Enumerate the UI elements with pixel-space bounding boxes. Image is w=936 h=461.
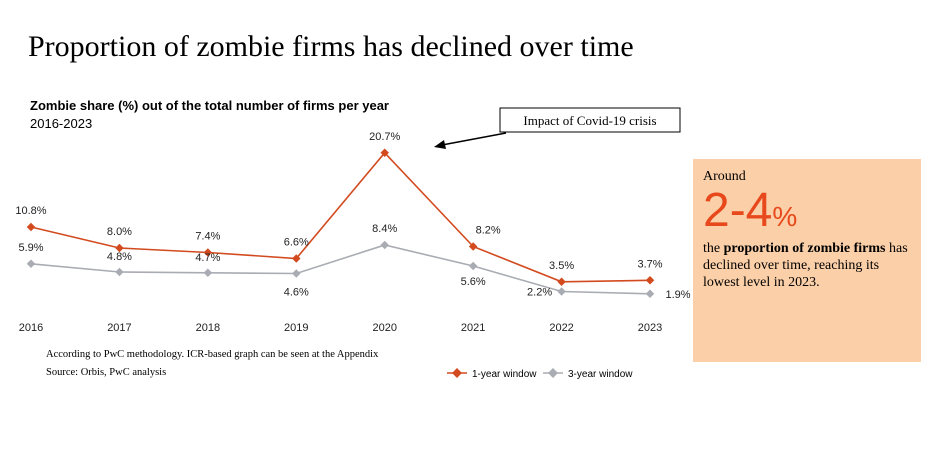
data-label-3yr-2020: 8.4% — [372, 223, 397, 235]
callout-unit: % — [772, 201, 798, 232]
x-tick-label-2017: 2017 — [107, 322, 131, 334]
x-tick-label-2021: 2021 — [461, 322, 485, 334]
legend-marker-1yr — [452, 368, 462, 378]
data-label-1yr-2021: 8.2% — [476, 225, 501, 237]
data-labels-layer: 5.9% 4.8% 4.7% 4.6% 8.4% 5.6% 2.2% 1.9% 10.8% 8.0… — [15, 131, 690, 301]
series-layer — [26, 148, 655, 298]
legend: 1-year window 3-year window — [447, 368, 633, 380]
x-tick-label-2020: 2020 — [372, 322, 396, 334]
x-tick-label-2019: 2019 — [284, 322, 308, 334]
data-label-3yr-2017: 4.8% — [107, 251, 132, 263]
data-point-3yr-2016 — [26, 259, 36, 268]
callout-number: 2-4 — [703, 184, 773, 237]
data-point-3yr-2021 — [468, 261, 478, 271]
x-tick-labels: 2016 2017 2018 2019 2020 2021 2022 2023 — [19, 322, 662, 334]
data-label-1yr-2018: 7.4% — [195, 231, 220, 243]
data-label-3yr-2018: 4.7% — [195, 252, 220, 264]
callout-desc-suffix: has declined over time, reaching its low… — [703, 241, 908, 290]
data-point-3yr-2022 — [557, 287, 566, 296]
annotation-text: Impact of Covid-19 crisis — [523, 113, 656, 128]
data-point-1yr-2017 — [115, 243, 124, 253]
callout-description: the proportion of zombie firms has decli… — [703, 241, 909, 291]
annotation: Impact of Covid-19 crisis — [434, 107, 681, 149]
x-tick-label-2022: 2022 — [549, 322, 573, 334]
legend-label-1yr: 1-year window — [472, 369, 537, 380]
page-title: Proportion of zombie firms has declined … — [28, 30, 634, 63]
source-note: Source: Orbis, PwC analysis — [46, 367, 167, 378]
callout-desc-bold: proportion of zombie firms — [723, 241, 886, 256]
data-point-1yr-2023 — [645, 276, 655, 285]
data-point-1yr-2022 — [557, 277, 566, 286]
legend-label-3yr: 3-year window — [568, 369, 633, 380]
data-label-3yr-2016: 5.9% — [18, 242, 43, 254]
data-label-1yr-2019: 6.6% — [284, 237, 309, 249]
legend-marker-3yr — [548, 368, 558, 378]
series-line-1yr — [30, 151, 651, 283]
annotation-box — [499, 107, 681, 133]
data-label-1yr-2023: 3.7% — [637, 258, 662, 270]
annotation-arrow — [441, 132, 507, 146]
methodology-note: According to PwC methodology. ICR-based … — [46, 349, 379, 360]
data-point-3yr-2017 — [115, 267, 124, 277]
data-point-1yr-2018 — [203, 248, 213, 257]
data-label-1yr-2022: 3.5% — [549, 260, 574, 272]
data-label-1yr-2020: 20.7% — [369, 131, 400, 143]
data-label-3yr-2021: 5.6% — [461, 276, 486, 288]
data-label-3yr-2023: 1.9% — [665, 289, 690, 301]
data-label-3yr-2019: 4.6% — [284, 287, 309, 299]
data-point-3yr-2023 — [645, 289, 655, 298]
data-point-3yr-2020 — [380, 240, 389, 250]
callout-around: Around — [703, 169, 746, 184]
x-tick-label-2016: 2016 — [19, 322, 43, 334]
x-tick-label-2023: 2023 — [638, 322, 662, 334]
x-tick-label-2018: 2018 — [196, 322, 220, 334]
annotation-arrowhead — [434, 140, 446, 149]
data-label-1yr-2017: 8.0% — [107, 226, 132, 238]
data-point-1yr-2019 — [292, 254, 301, 263]
data-label-1yr-2016: 10.8% — [15, 205, 46, 217]
data-label-3yr-2022: 2.2% — [527, 287, 552, 299]
data-point-1yr-2020 — [380, 148, 389, 157]
chart-title: Zombie share (%) out of the total number… — [30, 98, 389, 113]
series-line-3yr — [30, 244, 651, 295]
chart-subtitle: 2016-2023 — [30, 116, 93, 131]
data-point-3yr-2019 — [292, 269, 301, 278]
callout-panel: Around 2-4% the proportion of zombie fir… — [693, 159, 921, 362]
callout-desc-prefix: the — [703, 241, 724, 256]
data-point-3yr-2018 — [203, 268, 213, 277]
data-point-1yr-2021 — [468, 242, 478, 251]
data-point-1yr-2016 — [26, 222, 36, 232]
callout-big-number: 2-4% — [703, 187, 909, 235]
